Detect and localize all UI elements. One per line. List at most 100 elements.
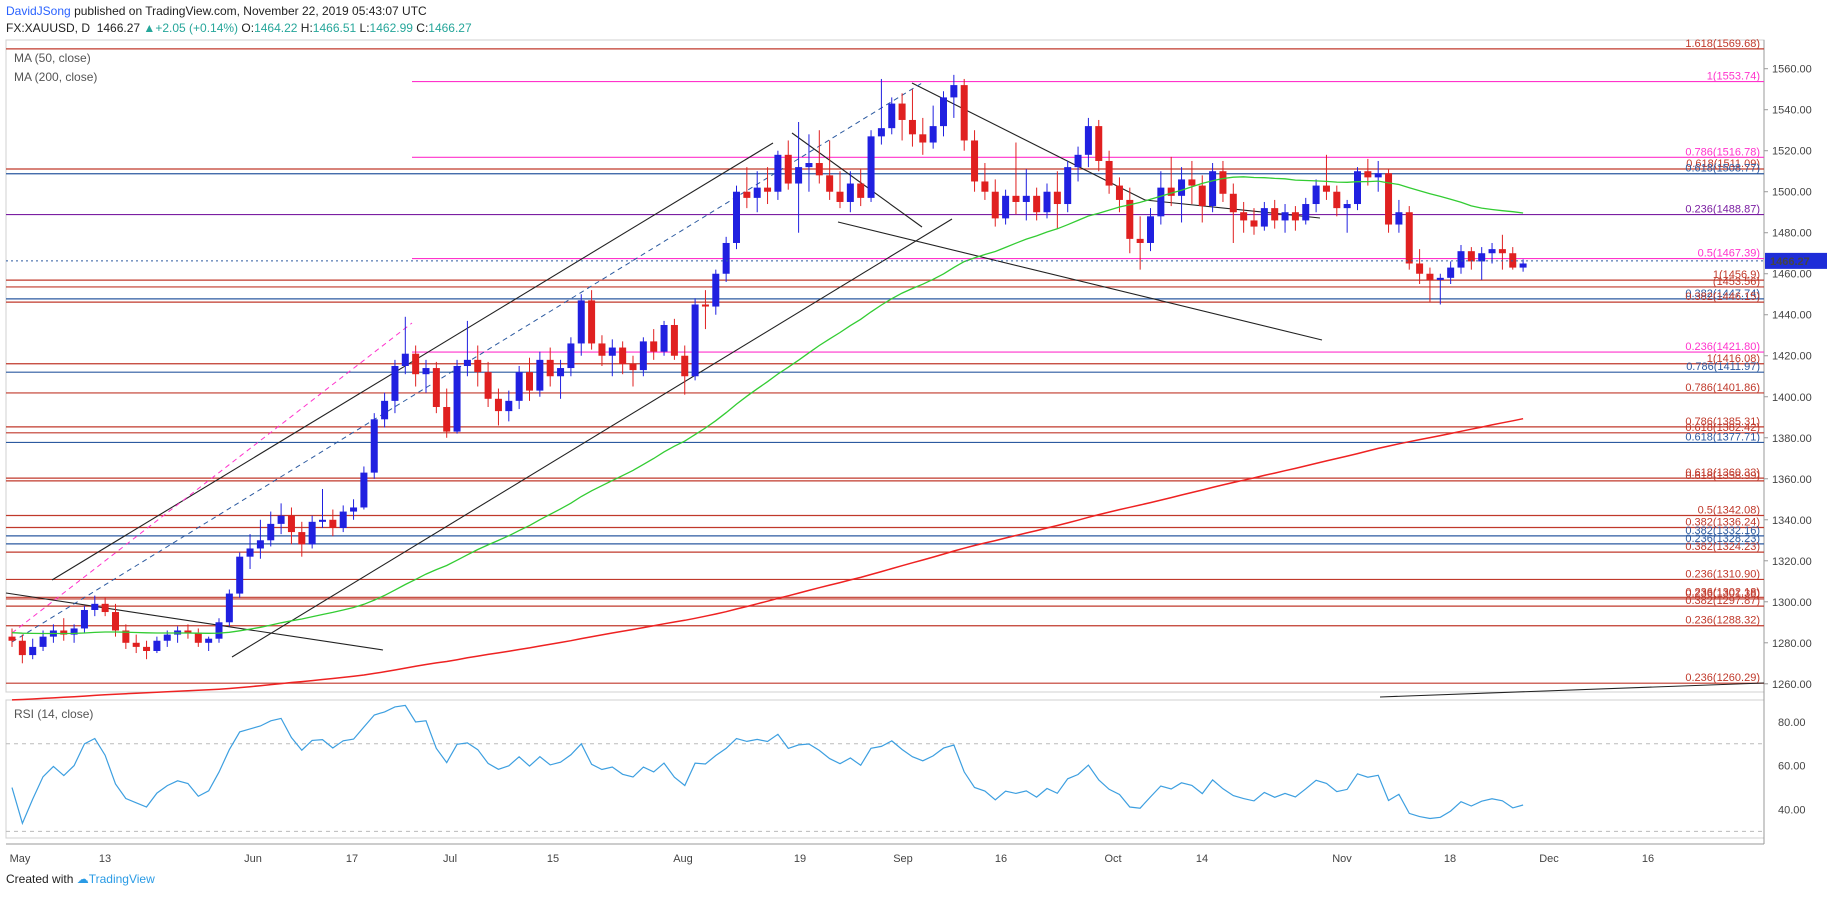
candle (515, 366, 523, 410)
candle-body (1105, 160, 1113, 186)
fib-level-label: 0.236(1301.38) (1685, 588, 1760, 600)
candle-body (184, 630, 192, 633)
candle-body (225, 593, 233, 623)
candle (753, 171, 761, 213)
candle-body (8, 636, 16, 641)
fib-level-label: 0.5(1467.39) (1698, 248, 1760, 260)
candle-body (888, 103, 896, 129)
candle (1043, 183, 1051, 219)
price-tick-label: 1520.00 (1772, 146, 1812, 158)
candle-body (815, 163, 823, 176)
time-tick-label: 13 (99, 853, 111, 865)
time-tick-label: Nov (1332, 853, 1352, 865)
trend-line (837, 221, 1323, 341)
candle-body (1229, 193, 1237, 213)
candle-body (826, 175, 834, 192)
candle-body (1447, 267, 1455, 278)
trend-line (5, 592, 384, 651)
candle (650, 329, 658, 360)
candle (453, 359, 461, 434)
candle-body (360, 472, 368, 508)
candle (412, 345, 420, 387)
candle-body (484, 372, 492, 399)
candle-body (940, 97, 947, 127)
candle (80, 605, 88, 633)
candle (629, 355, 637, 387)
fib-level-label: 0.786(1401.86) (1685, 382, 1760, 394)
rsi-tick-label: 60.00 (1778, 761, 1806, 773)
candle (1467, 247, 1475, 270)
candle (898, 93, 906, 141)
candle-body (515, 372, 523, 401)
published-text: published on TradingView.com, November 2… (74, 4, 427, 18)
candle (1405, 206, 1413, 270)
fib-level-label: 0.382(1324.23) (1685, 541, 1760, 553)
candle-body (774, 154, 782, 192)
candle (1219, 160, 1227, 202)
candle (795, 122, 803, 233)
candle-body (867, 136, 875, 198)
candle-body (1333, 191, 1341, 209)
candle-body (846, 183, 854, 202)
price-tick-label: 1560.00 (1772, 64, 1812, 76)
candle (1136, 216, 1144, 270)
candle (1488, 242, 1496, 264)
candle (505, 390, 513, 422)
candle (1343, 199, 1351, 233)
candle (287, 507, 295, 545)
author-link[interactable]: DavidJSong (6, 4, 71, 18)
candle-body (929, 126, 937, 143)
candle-body (836, 191, 844, 202)
candle (815, 130, 823, 184)
symbol-line: FX:XAUUSD, D 1466.27 ▲+2.05 (+0.14%) O:1… (6, 21, 472, 35)
price-tick-label: 1380.00 (1772, 433, 1812, 445)
up-arrow-icon: ▲ (143, 21, 156, 35)
candle-body (267, 523, 275, 541)
candle-body (60, 630, 68, 635)
candle (577, 294, 585, 356)
fib-level-label: 0.382(1446.15) (1685, 291, 1760, 303)
candle-body (526, 372, 533, 391)
candle (277, 503, 285, 535)
fib-level-label: 0.236(1488.87) (1685, 204, 1760, 216)
fib-level-label: 1.618(1569.68) (1685, 38, 1760, 50)
candle-body (950, 85, 958, 98)
candle-body (1053, 191, 1061, 205)
candle (826, 140, 834, 200)
open-label: O: (241, 21, 255, 35)
candle-body (670, 324, 678, 356)
candle-body (536, 359, 544, 391)
candle-body (422, 368, 430, 375)
time-tick-label: May (10, 853, 31, 865)
candle (443, 388, 451, 438)
candle-body (1498, 249, 1506, 254)
candle-body (1322, 185, 1330, 192)
time-tick-label: Aug (673, 853, 693, 865)
fib-level-label: 0.618(1358.99) (1685, 470, 1760, 482)
candle-body (1074, 154, 1082, 168)
candle (1188, 160, 1196, 205)
tradingview-brand[interactable]: TradingView (88, 872, 155, 886)
candle (494, 388, 502, 426)
candle-body (1364, 171, 1372, 178)
candle-body (298, 532, 306, 545)
candle (960, 78, 968, 151)
candle-body (80, 609, 88, 629)
candle (1084, 117, 1092, 168)
candle-body (764, 187, 772, 192)
candle-body (1002, 195, 1010, 219)
candle (546, 347, 554, 387)
candle (1498, 234, 1506, 270)
candle-body (412, 353, 420, 375)
candle (246, 534, 254, 569)
candle-body (1198, 185, 1206, 207)
candle (619, 341, 627, 375)
candle (194, 628, 202, 647)
time-tick-label: Jun (244, 853, 262, 865)
candle (370, 413, 378, 479)
candle (298, 521, 306, 557)
candle (1126, 187, 1134, 254)
candle-body (350, 507, 358, 512)
candle-body (401, 353, 409, 366)
candle-body (546, 359, 554, 377)
